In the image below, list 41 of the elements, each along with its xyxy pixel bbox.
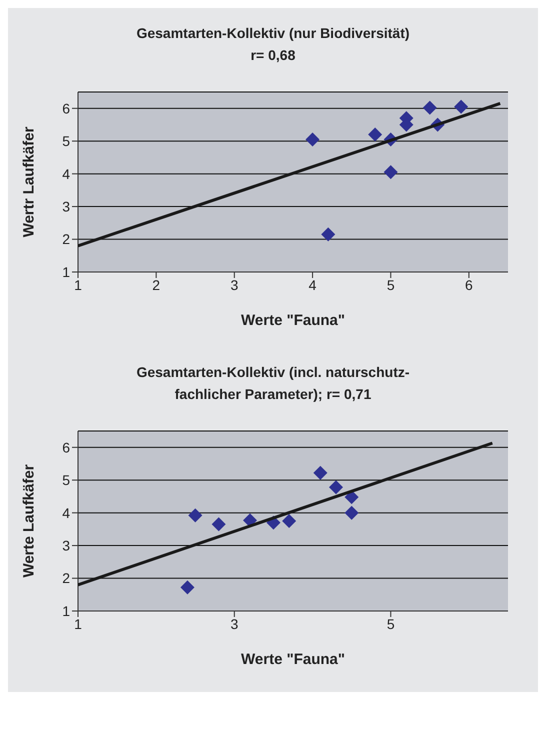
chart-subtitle: r= 0,68 <box>250 46 296 65</box>
point <box>321 227 336 242</box>
y-tick-label: 6 <box>62 100 70 116</box>
point <box>212 517 226 532</box>
y-tick-label: 1 <box>62 264 70 280</box>
x-tick-label: 6 <box>465 276 474 293</box>
y-tick-label: 6 <box>62 439 70 456</box>
x-axis-title: Werte "Fauna" <box>241 651 345 668</box>
point <box>344 506 359 520</box>
x-tick-label: 2 <box>152 276 160 293</box>
y-axis-title: Werte Laufkäfer <box>20 464 38 578</box>
y-tick-label: 3 <box>62 198 70 215</box>
point <box>384 165 398 180</box>
x-tick-label: 3 <box>230 616 238 632</box>
x-tick-label: 1 <box>74 276 82 293</box>
point <box>368 128 382 142</box>
point <box>454 100 468 114</box>
y-tick-label: 3 <box>62 538 70 554</box>
point <box>422 100 437 115</box>
y-tick-label: 5 <box>62 133 70 150</box>
y-tick-label: 5 <box>62 472 70 488</box>
y-tick-label: 1 <box>62 602 70 619</box>
y-tick-label: 4 <box>62 504 70 521</box>
y-tick-label: 2 <box>62 570 70 586</box>
x-tick-label: 3 <box>230 276 238 293</box>
y-tick-label: 4 <box>62 166 70 182</box>
x-tick-label: 1 <box>74 616 82 632</box>
x-tick-label: 5 <box>386 276 395 293</box>
point <box>306 132 320 146</box>
chart-title: Gesamtarten-Kollektiv (incl. naturschutz-fachlicher Parameter); r= 0,71 <box>135 363 411 404</box>
chart-title: Gesamtarten-Kollektiv (nur Biodiversität) <box>135 24 411 43</box>
y-axis-title: Wertr Laufkäfer <box>20 126 38 238</box>
x-tick-label: 5 <box>386 616 395 632</box>
x-axis-title: Werte "Fauna" <box>241 312 345 329</box>
point <box>329 480 343 494</box>
point <box>180 580 194 594</box>
point <box>313 466 328 480</box>
x-tick-label: 4 <box>308 276 317 293</box>
point <box>188 508 202 522</box>
y-tick-label: 2 <box>62 231 70 248</box>
point <box>282 514 296 528</box>
